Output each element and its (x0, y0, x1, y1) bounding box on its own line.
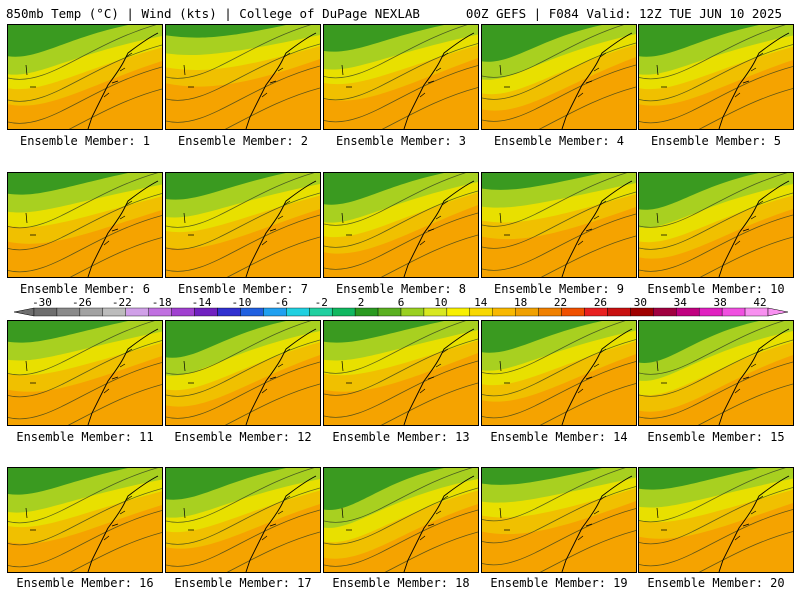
scale-swatch (354, 307, 379, 317)
scale-swatch (561, 307, 585, 317)
scale-max-arrow (767, 307, 788, 317)
ensemble-member-label: Ensemble Member: 12 (174, 430, 312, 444)
scale-tick-label: 42 (753, 296, 766, 309)
ensemble-member-map (7, 24, 163, 130)
scale-tick-label: 2 (358, 296, 365, 309)
scale-swatch (515, 307, 539, 317)
scale-swatch (607, 307, 631, 317)
ensemble-member-map (481, 467, 637, 573)
ensemble-member-map (323, 467, 479, 573)
ensemble-member-map (638, 172, 794, 278)
scale-tick-label: -22 (112, 296, 132, 309)
ensemble-member-map (638, 467, 794, 573)
ensemble-member-label: Ensemble Member: 11 (16, 430, 154, 444)
ensemble-member-map (165, 320, 321, 426)
scale-tick-label: -2 (315, 296, 328, 309)
ensemble-member-map (481, 320, 637, 426)
scale-tick-label: 34 (674, 296, 688, 309)
scale-swatch (377, 307, 402, 317)
scale-tick-label: -26 (72, 296, 92, 309)
ensemble-member-map (165, 24, 321, 130)
scale-tick-label: 26 (594, 296, 607, 309)
scale-swatch (331, 307, 356, 317)
scale-swatch (194, 307, 218, 317)
scale-swatch (630, 307, 654, 317)
scale-tick-label: 38 (713, 296, 726, 309)
ensemble-member-map (638, 320, 794, 426)
scale-swatch (744, 307, 769, 317)
ensemble-member-map (481, 24, 637, 130)
ensemble-member-label: Ensemble Member: 15 (647, 430, 785, 444)
scale-tick-label: 6 (398, 296, 405, 309)
ensemble-member-label: Ensemble Member: 13 (332, 430, 470, 444)
ensemble-member-map (323, 320, 479, 426)
scale-tick-label: 10 (434, 296, 447, 309)
ensemble-member-map (323, 172, 479, 278)
scale-tick-label: -10 (232, 296, 252, 309)
scale-swatch (492, 307, 516, 317)
ensemble-member-map (481, 172, 637, 278)
ensemble-member-map (165, 467, 321, 573)
ensemble-member-map (638, 24, 794, 130)
scale-tick-label: 30 (634, 296, 647, 309)
scale-swatch (217, 307, 241, 317)
scale-swatch (309, 307, 333, 317)
scale-tick-label: -14 (192, 296, 212, 309)
scale-swatch (286, 307, 310, 317)
scale-swatch (125, 307, 149, 317)
ensemble-member-label: Ensemble Member: 1 (19, 134, 151, 148)
scale-swatch (56, 307, 81, 317)
scale-swatch (721, 307, 746, 317)
scale-tick-label: 22 (554, 296, 567, 309)
ensemble-member-map (323, 24, 479, 130)
map-title: 850mb Temp (°C) | Wind (kts) | College o… (6, 6, 420, 21)
scale-swatch (79, 307, 104, 317)
ensemble-member-label: Ensemble Member: 16 (16, 576, 154, 590)
ensemble-member-label: Ensemble Member: 8 (335, 282, 467, 296)
ensemble-member-label: Ensemble Member: 18 (332, 576, 470, 590)
ensemble-member-label: Ensemble Member: 2 (177, 134, 309, 148)
ensemble-member-label: Ensemble Member: 19 (490, 576, 628, 590)
ensemble-member-map (7, 320, 163, 426)
scale-tick-label: -6 (275, 296, 288, 309)
ensemble-member-label: Ensemble Member: 4 (493, 134, 625, 148)
ensemble-member-label: Ensemble Member: 5 (650, 134, 782, 148)
ensemble-member-label: Ensemble Member: 7 (177, 282, 309, 296)
scale-swatch (423, 307, 448, 317)
scale-swatch (33, 307, 58, 317)
scale-swatch (538, 307, 562, 317)
scale-swatch (446, 307, 471, 317)
scale-swatch (148, 307, 172, 317)
scale-swatch (400, 307, 425, 317)
scale-swatch (469, 307, 493, 317)
scale-tick-label: -30 (32, 296, 52, 309)
ensemble-member-label: Ensemble Member: 6 (19, 282, 151, 296)
scale-swatch (653, 307, 677, 317)
ensemble-member-label: Ensemble Member: 20 (647, 576, 785, 590)
ensemble-member-label: Ensemble Member: 17 (174, 576, 312, 590)
ensemble-member-map (7, 172, 163, 278)
ensemble-member-label: Ensemble Member: 14 (490, 430, 628, 444)
scale-tick-label: 14 (474, 296, 488, 309)
scale-min-arrow (13, 307, 35, 317)
scale-swatch (676, 307, 700, 317)
ensemble-member-map (7, 467, 163, 573)
scale-tick-label: -18 (152, 296, 172, 309)
scale-swatch (263, 307, 287, 317)
temperature-color-scale: -30 -26 -22 -18 -14 -10 -6 -2 2 6 10 14 18 22 26 30 34 38… (13, 296, 788, 317)
scale-swatch (698, 307, 723, 317)
ensemble-member-label: Ensemble Member: 9 (493, 282, 625, 296)
scale-swatch (240, 307, 264, 317)
scale-tick-label: 18 (514, 296, 527, 309)
scale-swatch (584, 307, 608, 317)
ensemble-member-map (165, 172, 321, 278)
scale-swatch (171, 307, 195, 317)
model-run-info: 00Z GEFS | F084 Valid: 12Z TUE JUN 10 20… (465, 6, 782, 21)
ensemble-member-label: Ensemble Member: 10 (647, 282, 785, 296)
ensemble-member-label: Ensemble Member: 3 (335, 134, 467, 148)
scale-swatch (102, 307, 126, 317)
